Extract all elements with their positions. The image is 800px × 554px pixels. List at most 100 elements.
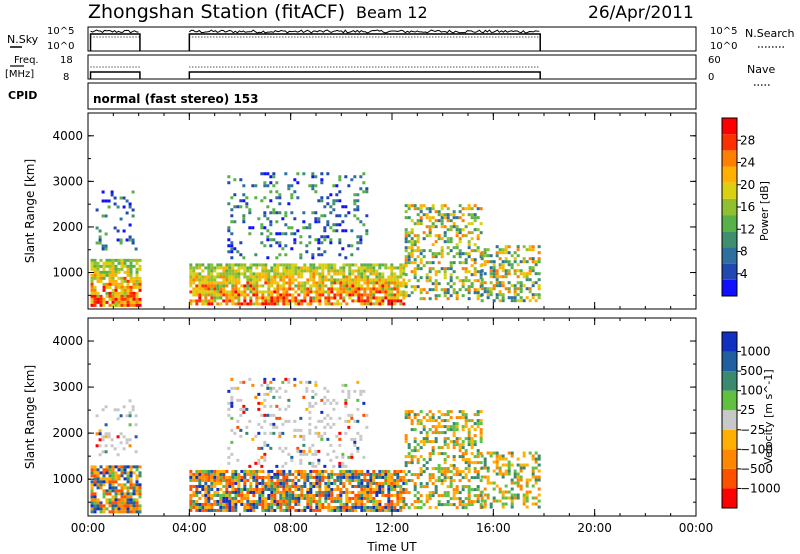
range-gate-cell <box>359 187 363 191</box>
range-gate-cell <box>449 228 453 232</box>
range-gate-cell <box>93 261 97 265</box>
range-gate-cell <box>303 281 307 285</box>
range-gate-cell <box>201 302 205 306</box>
range-gate-cell <box>288 284 292 288</box>
range-gate-cell <box>114 282 118 286</box>
range-gate-cell <box>123 258 127 262</box>
range-gate-cell <box>381 281 385 285</box>
range-gate-cell <box>285 508 289 512</box>
range-gate-cell <box>537 499 541 503</box>
range-gate-cell <box>342 481 346 485</box>
range-gate-cell <box>239 413 243 417</box>
range-gate-cell <box>327 302 331 306</box>
range-gate-cell <box>525 260 529 264</box>
range-gate-cell <box>390 505 394 509</box>
range-gate-cell <box>531 257 535 261</box>
range-gate-cell <box>351 281 355 285</box>
range-gate-cell <box>434 219 438 223</box>
range-gate-cell <box>473 476 477 480</box>
range-gate-cell <box>284 214 288 218</box>
range-gate-cell <box>348 469 352 473</box>
range-gate-cell <box>96 468 100 472</box>
range-gate-cell <box>480 281 484 285</box>
range-gate-cell <box>102 303 106 307</box>
range-gate-cell <box>342 502 346 506</box>
range-gate-cell <box>264 499 268 503</box>
range-gate-cell <box>198 299 202 303</box>
range-gate-cell <box>291 272 295 276</box>
range-gate-cell <box>132 264 136 268</box>
range-gate-cell <box>294 284 298 288</box>
range-gate-cell <box>129 297 133 301</box>
range-gate-cell <box>302 172 306 176</box>
range-gate-cell <box>111 501 115 505</box>
range-gate-cell <box>479 207 483 211</box>
range-gate-cell <box>449 464 453 468</box>
range-gate-cell <box>243 508 247 512</box>
range-gate-cell <box>449 416 453 420</box>
colorbar-tick-label: −500 <box>740 462 773 476</box>
range-gate-cell <box>425 216 429 220</box>
range-gate-cell <box>410 461 414 465</box>
range-gate-cell <box>498 490 502 494</box>
ytick-label: 1000 <box>52 266 83 280</box>
range-gate-cell <box>225 281 229 285</box>
range-gate-cell <box>296 196 300 200</box>
range-gate-cell <box>531 466 535 470</box>
range-gate-cell <box>234 290 238 294</box>
range-gate-cell <box>375 481 379 485</box>
range-gate-cell <box>189 469 193 473</box>
range-gate-cell <box>461 476 465 480</box>
colorbar-tick-label: 12 <box>740 222 755 236</box>
range-gate-cell <box>384 278 388 282</box>
range-gate-cell <box>378 490 382 494</box>
range-gate-cell <box>129 291 133 295</box>
range-gate-cell <box>464 261 468 265</box>
range-gate-cell <box>318 481 322 485</box>
range-gate-cell <box>480 269 484 273</box>
range-gate-cell <box>315 478 319 482</box>
range-gate-cell <box>291 275 295 279</box>
range-gate-cell <box>329 238 333 242</box>
range-gate-cell <box>257 461 261 465</box>
range-gate-cell <box>492 299 496 303</box>
range-gate-cell <box>230 220 234 224</box>
range-gate-cell <box>393 472 397 476</box>
range-gate-cell <box>428 219 432 223</box>
range-gate-cell <box>117 504 121 508</box>
xaxis-label: Time UT <box>366 540 417 554</box>
range-gate-cell <box>314 425 318 429</box>
range-gate-cell <box>396 496 400 500</box>
range-gate-cell <box>378 290 382 294</box>
station-title: Zhongshan Station (fitACF) <box>88 1 345 23</box>
range-gate-cell <box>387 487 391 491</box>
range-gate-cell <box>350 413 354 417</box>
range-gate-cell <box>410 428 414 432</box>
range-gate-cell <box>336 278 340 282</box>
range-gate-cell <box>422 249 426 253</box>
range-gate-cell <box>336 272 340 276</box>
range-gate-cell <box>399 299 403 303</box>
range-gate-cell <box>416 473 420 477</box>
range-gate-cell <box>120 276 124 280</box>
range-gate-cell <box>104 405 108 409</box>
range-gate-cell <box>95 444 99 448</box>
range-gate-cell <box>522 257 526 261</box>
colorbar-segment <box>722 247 737 264</box>
range-gate-cell <box>269 244 273 248</box>
range-gate-cell <box>246 266 250 270</box>
range-gate-cell <box>473 488 477 492</box>
range-gate-cell <box>314 217 318 221</box>
range-gate-cell <box>342 284 346 288</box>
range-gate-cell <box>129 279 133 283</box>
range-gate-cell <box>452 443 456 447</box>
range-gate-cell <box>269 175 273 179</box>
range-gate-cell <box>467 491 471 495</box>
range-gate-cell <box>204 299 208 303</box>
range-gate-cell <box>393 293 397 297</box>
range-gate-cell <box>489 454 493 458</box>
range-gate-cell <box>308 404 312 408</box>
nsearch-label: N.Search <box>745 27 795 40</box>
range-gate-cell <box>372 281 376 285</box>
range-gate-cell <box>315 472 319 476</box>
